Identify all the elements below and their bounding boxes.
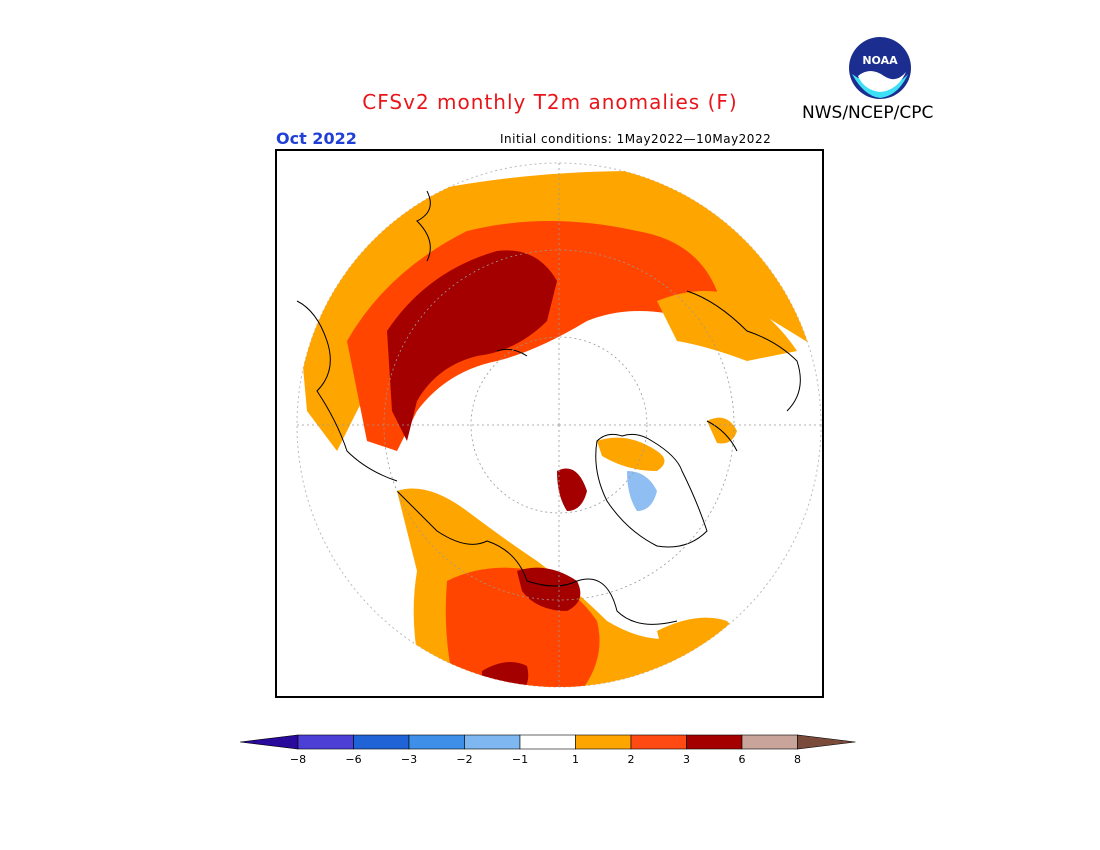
- anomaly-region-east-asia: [657, 291, 797, 361]
- colorbar-tick-label: 8: [794, 753, 801, 766]
- colorbar-tick-label: −6: [345, 753, 361, 766]
- colorbar-tick-label: 6: [739, 753, 746, 766]
- colorbar-tick-label: 2: [628, 753, 635, 766]
- colorbar-bin: [353, 734, 410, 750]
- anomaly-region-siberia: [387, 250, 557, 441]
- colorbar-bin: [741, 734, 798, 750]
- anomaly-region-alaska: [307, 370, 332, 393]
- colorbar-arrow-low: [240, 734, 299, 750]
- anomaly-region-canada-cool: [627, 471, 657, 511]
- colorbar-tick-label: −2: [456, 753, 472, 766]
- colorbar-bin: [575, 734, 632, 750]
- initial-conditions-label: Initial conditions: 1May2022—10May2022: [500, 132, 772, 146]
- colorbar-bin: [519, 734, 576, 750]
- valid-month-label: Oct 2022: [276, 129, 357, 148]
- logo-text: NOAA: [862, 54, 898, 67]
- colorbar-tick-label: −1: [512, 753, 528, 766]
- map-title: CFSv2 monthly T2m anomalies (F): [362, 90, 738, 114]
- colorbar-bin: [297, 734, 354, 750]
- noaa-logo-icon: NOAA: [849, 37, 911, 99]
- colorbar-tick-label: −3: [401, 753, 417, 766]
- colorbar-tick-label: 1: [572, 753, 579, 766]
- anomaly-region-mideast-core: [517, 567, 581, 611]
- graticule: [297, 163, 821, 687]
- colorbar-bin: [686, 734, 743, 750]
- colorbar-bin: [630, 734, 687, 750]
- colorbar-arrow-high: [797, 734, 856, 750]
- map-frame: [275, 149, 824, 698]
- colorbar-tick-label: −8: [290, 753, 306, 766]
- anomaly-region-arctic-warm: [557, 468, 587, 511]
- colorbar-tick-label: 3: [683, 753, 690, 766]
- polar-map: [296, 162, 822, 688]
- anomaly-region-arabia: [482, 662, 529, 687]
- anomaly-region-asia: [297, 171, 821, 451]
- organization-label: NWS/NCEP/CPC: [802, 103, 934, 123]
- colorbar-bin: [408, 734, 465, 750]
- colorbar: −8 −6 −3 −2 −1 1 2 3 6 8: [240, 734, 856, 766]
- coastlines: [296, 190, 801, 625]
- anomaly-region-greenland: [597, 437, 665, 471]
- colorbar-bin: [464, 734, 521, 750]
